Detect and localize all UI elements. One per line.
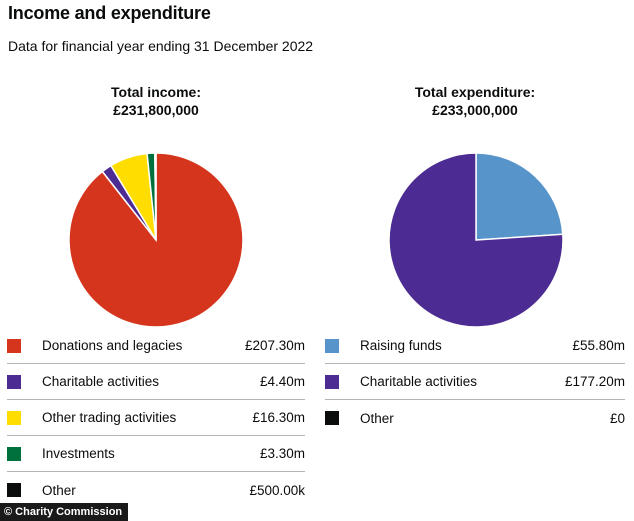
- expenditure-pie-chart: [388, 152, 564, 328]
- legend-value: £55.80m: [572, 338, 625, 353]
- income-legend: Donations and legacies £207.30m Charitable…: [7, 328, 305, 508]
- expenditure-total: Total expenditure: £233,000,000: [365, 83, 585, 119]
- income-total-value: £231,800,000: [113, 102, 199, 118]
- income-legend-item-donations-and-legacies: Donations and legacies £207.30m: [7, 328, 305, 364]
- legend-value: £3.30m: [259, 446, 305, 461]
- legend-value: £16.30m: [252, 410, 305, 425]
- legend-label: Charitable activities: [360, 374, 478, 389]
- legend-label: Investments: [42, 446, 115, 461]
- income-legend-item-other-trading-activities: Other trading activities £16.30m: [7, 400, 305, 436]
- expenditure-legend-item-charitable-activities: Charitable activities £177.20m: [325, 364, 625, 400]
- legend-swatch: [7, 483, 21, 497]
- legend-label: Raising funds: [360, 338, 442, 353]
- legend-swatch: [325, 411, 339, 425]
- legend-value: £177.20m: [564, 374, 625, 389]
- section-title: Income and expenditure: [8, 3, 211, 23]
- legend-value: £207.30m: [244, 338, 305, 353]
- section-subtitle: Data for financial year ending 31 Decemb…: [8, 38, 314, 54]
- expenditure-slice-charitable-activities: [388, 152, 564, 328]
- legend-value: £0: [609, 410, 625, 426]
- income-slice-other: [154, 152, 157, 241]
- income-pie-chart: [68, 152, 244, 328]
- legend-label: Other: [42, 482, 76, 498]
- legend-value: £4.40m: [259, 374, 305, 389]
- legend-label: Charitable activities: [42, 374, 160, 389]
- expenditure-total-label: Total expenditure:: [414, 84, 536, 100]
- image-credit: © Charity Commission: [0, 503, 129, 521]
- income-legend-item-charitable-activities: Charitable activities £4.40m: [7, 364, 305, 400]
- legend-label: Donations and legacies: [42, 338, 183, 353]
- legend-swatch: [325, 338, 339, 353]
- income-total: Total income: £231,800,000: [46, 83, 266, 119]
- legend-swatch: [7, 338, 21, 353]
- legend-label: Other: [360, 410, 394, 426]
- income-total-label: Total income:: [111, 84, 201, 100]
- legend-value: £500.00k: [249, 482, 305, 498]
- expenditure-legend-item-other: Other £0: [325, 400, 625, 436]
- legend-swatch: [7, 446, 21, 461]
- expenditure-total-value: £233,000,000: [432, 102, 518, 118]
- expenditure-slice-raising-funds: [475, 152, 564, 241]
- legend-label: Other trading activities: [42, 410, 177, 425]
- legend-swatch: [7, 410, 21, 425]
- legend-swatch: [325, 374, 339, 389]
- expenditure-legend: Raising funds £55.80m Charitable activitie…: [325, 328, 625, 436]
- income-legend-item-investments: Investments £3.30m: [7, 436, 305, 472]
- expenditure-legend-item-raising-funds: Raising funds £55.80m: [325, 328, 625, 364]
- legend-swatch: [7, 374, 21, 389]
- income-legend-item-other: Other £500.00k: [7, 472, 305, 508]
